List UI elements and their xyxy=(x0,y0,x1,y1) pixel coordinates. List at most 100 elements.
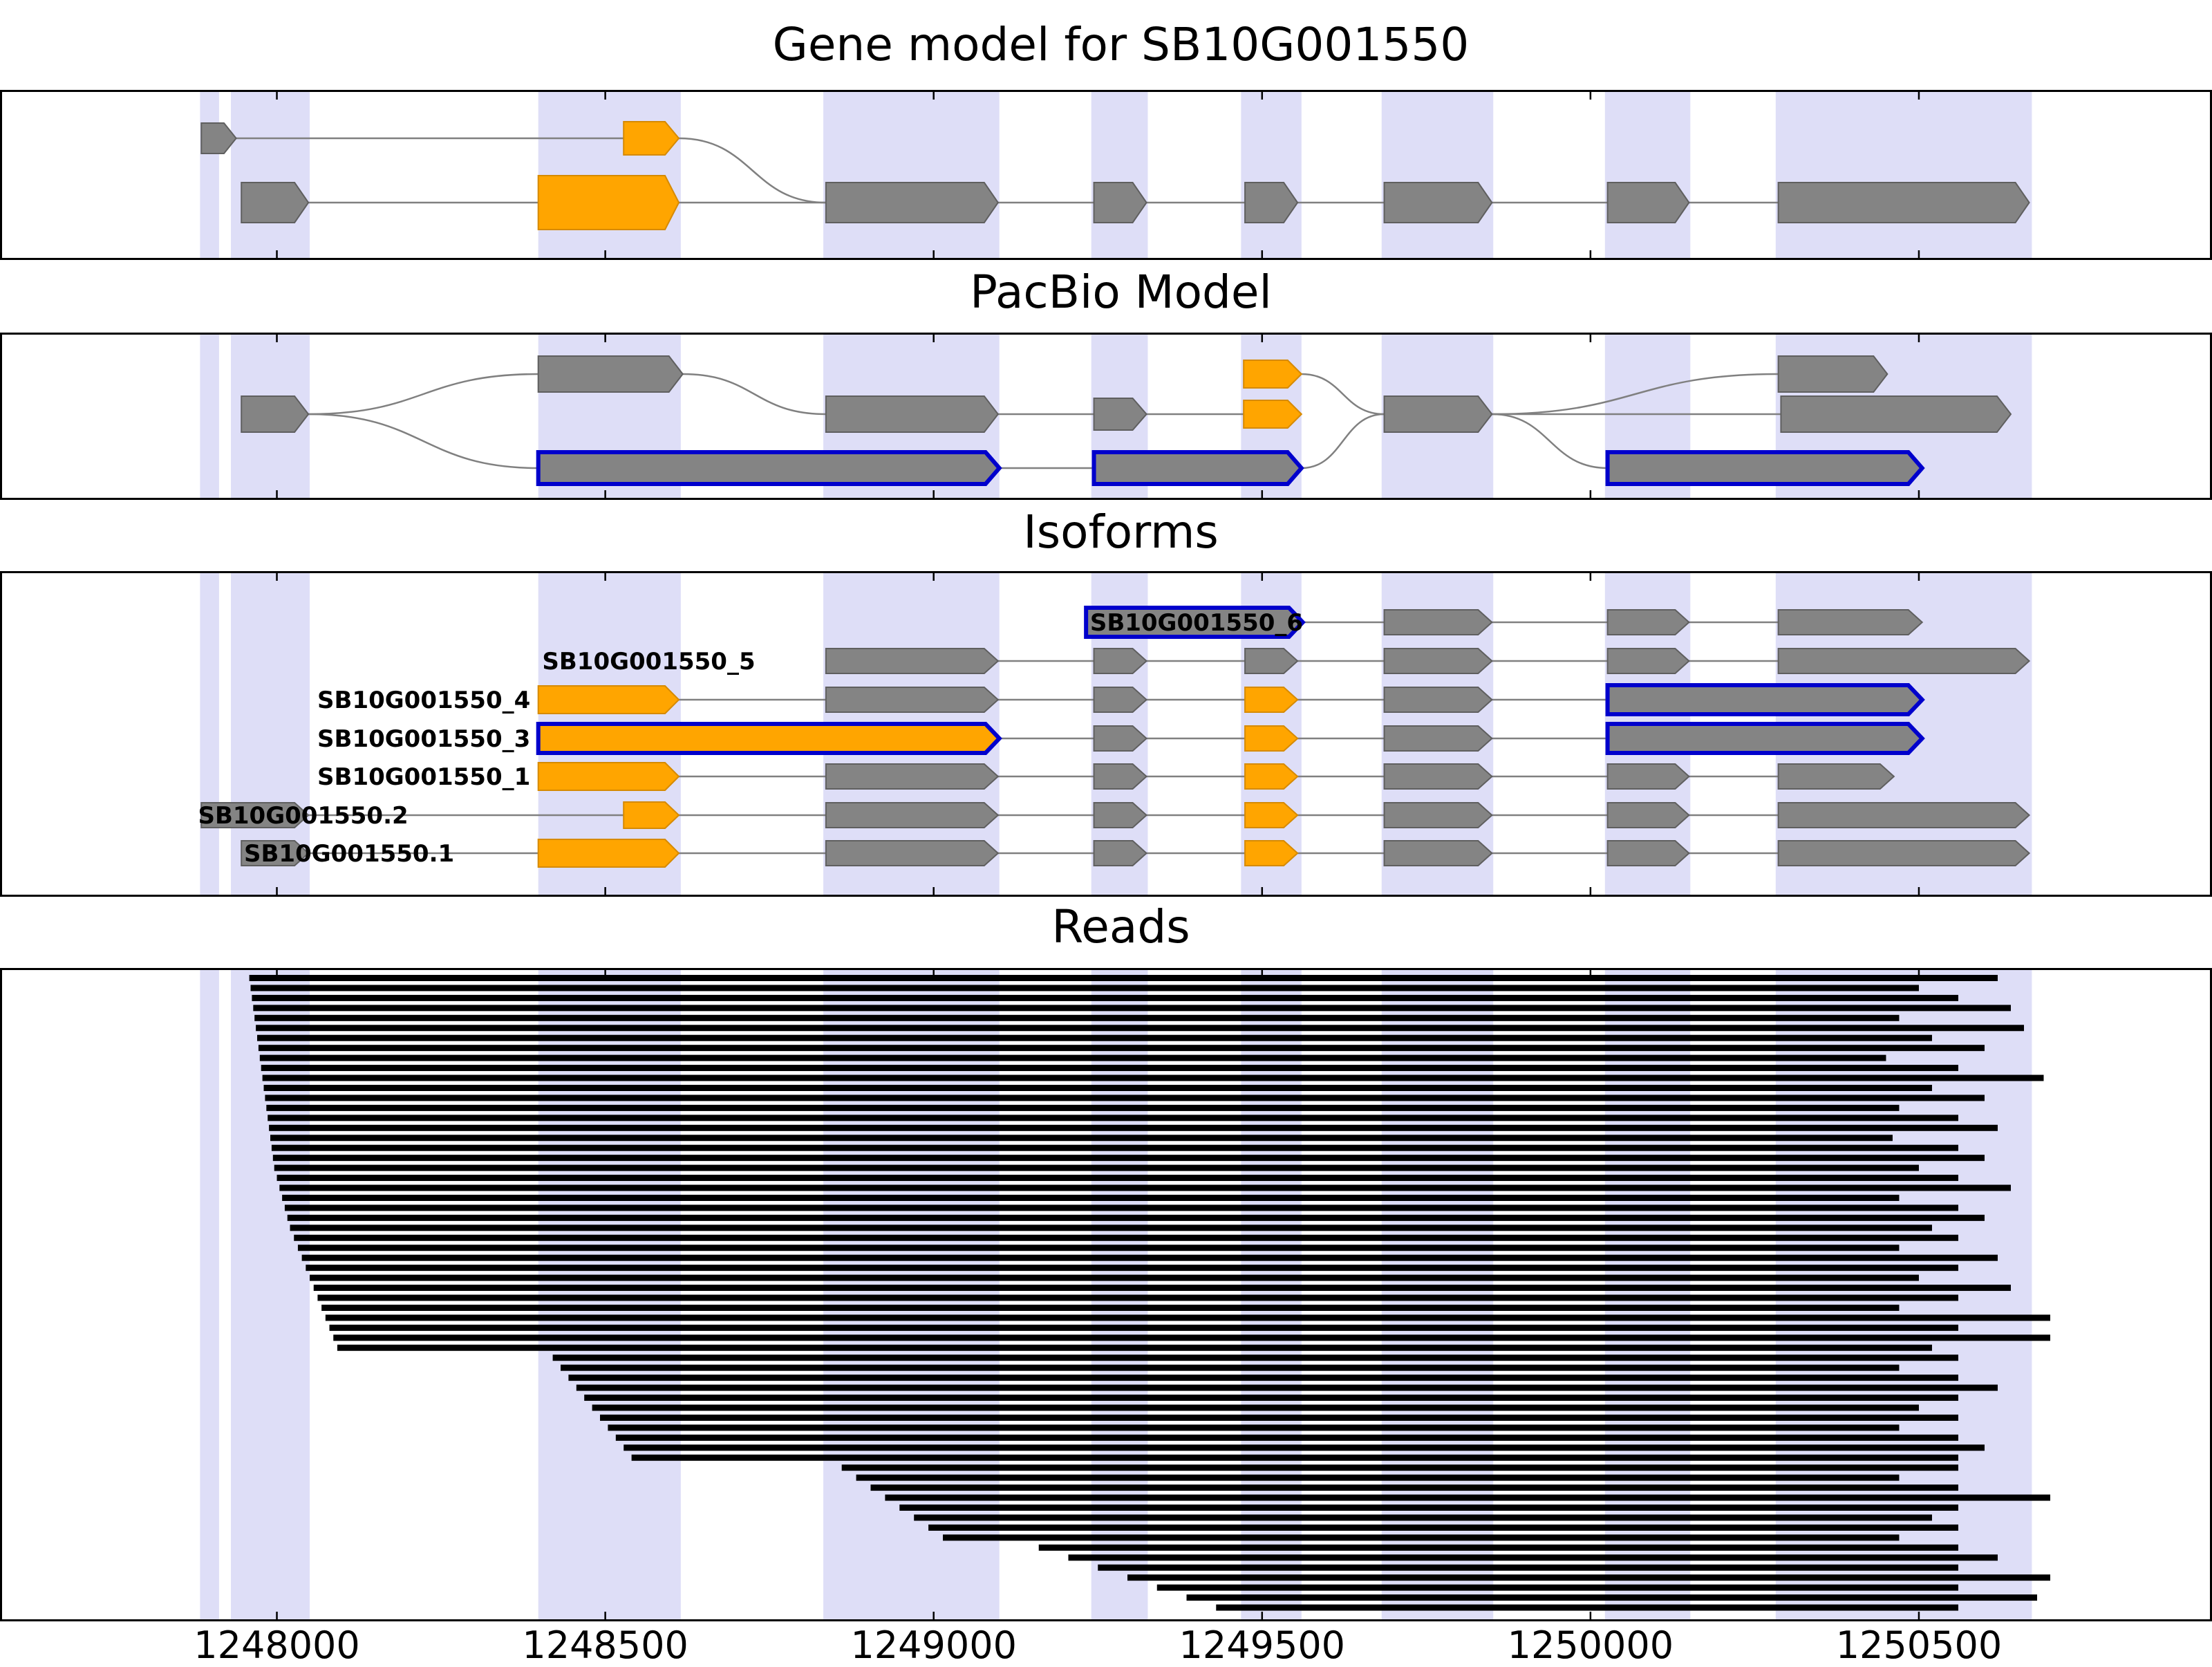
splice-curve xyxy=(1301,373,1385,416)
read xyxy=(325,1314,2050,1321)
exon xyxy=(1243,400,1303,429)
exon-highlight-band xyxy=(1241,90,1302,260)
read xyxy=(262,1074,2044,1081)
x-tick-label: 1250500 xyxy=(1835,1623,2003,1667)
read xyxy=(552,1354,1958,1361)
exon-highlight-band xyxy=(200,571,219,897)
exon-highlight-band xyxy=(1604,90,1691,260)
exon-highlight-band xyxy=(200,968,219,1621)
exon xyxy=(825,182,1000,223)
exon xyxy=(1777,648,2031,674)
exon xyxy=(1093,398,1147,431)
exon xyxy=(1091,450,1304,486)
isoforms-panel: SB10G001550_6 SB10G001550_5 SB10G001550_4 S… xyxy=(0,571,2212,897)
read xyxy=(1098,1564,1958,1571)
x-axis: 1248000 1248500 1249000 1249500 1250000 12505… xyxy=(0,1623,2212,1667)
read xyxy=(258,1045,1985,1052)
exon xyxy=(1093,182,1147,223)
read xyxy=(1216,1604,1958,1611)
read xyxy=(914,1514,1932,1521)
panel-title-pacbio: PacBio Model xyxy=(970,266,1272,319)
read xyxy=(257,1034,1932,1041)
read xyxy=(317,1294,1958,1301)
exon xyxy=(537,685,680,714)
panel-title-gene-model: Gene model for SB10G001550 xyxy=(772,18,1470,71)
x-tick-label: 1250000 xyxy=(1507,1623,1674,1667)
exon xyxy=(200,802,310,828)
exon xyxy=(1244,648,1299,674)
exon xyxy=(1244,840,1299,866)
x-tick-label: 1248000 xyxy=(194,1623,360,1667)
read xyxy=(253,1005,2011,1012)
exon xyxy=(825,395,1000,433)
read xyxy=(561,1364,1900,1371)
splice-curve xyxy=(679,137,826,204)
x-tick-label: 1249500 xyxy=(1179,1623,1346,1667)
gene-model-panel xyxy=(0,90,2212,260)
splice-curve xyxy=(1301,413,1385,469)
isoform-label: SB10G001550_6 xyxy=(1090,609,1303,637)
read xyxy=(313,1285,2011,1292)
read xyxy=(271,1144,1958,1151)
read xyxy=(269,1124,1998,1131)
exon xyxy=(536,450,1002,486)
exon xyxy=(1606,802,1690,828)
exon xyxy=(537,762,680,791)
panel-title-isoforms: Isoforms xyxy=(1023,505,1219,559)
splice-curve xyxy=(308,373,538,416)
exon xyxy=(1777,802,2031,828)
exon-highlight-band xyxy=(823,90,1000,260)
read xyxy=(928,1524,1958,1531)
exon xyxy=(1243,360,1303,389)
exon xyxy=(1605,450,1925,486)
exon xyxy=(1777,763,1895,790)
exon xyxy=(825,802,1000,828)
read xyxy=(333,1334,2050,1341)
read xyxy=(608,1424,1900,1431)
exon xyxy=(537,839,680,868)
read xyxy=(600,1414,1958,1421)
read xyxy=(568,1375,1958,1381)
exon xyxy=(1093,648,1148,674)
read xyxy=(270,1135,1893,1142)
exon-highlight-band xyxy=(1775,90,2032,260)
splice-curve xyxy=(682,373,826,416)
exon xyxy=(1605,722,1925,755)
exon xyxy=(1383,802,1493,828)
exon xyxy=(1244,802,1299,828)
read xyxy=(1038,1544,1958,1551)
exon xyxy=(1777,355,1888,393)
read xyxy=(259,1054,1886,1061)
read xyxy=(329,1324,1958,1331)
splice-curve xyxy=(1492,373,1779,416)
exon xyxy=(537,355,684,393)
exon xyxy=(1780,395,2012,433)
exon xyxy=(1093,840,1148,866)
read xyxy=(261,1065,1958,1072)
exon xyxy=(1244,725,1299,752)
x-tick-label: 1249000 xyxy=(850,1623,1017,1667)
exon xyxy=(1244,182,1299,223)
exon xyxy=(1605,683,1925,716)
exon-highlight-band xyxy=(1091,90,1148,260)
exon xyxy=(1777,182,2030,223)
panel-title-reads: Reads xyxy=(1051,900,1190,953)
read xyxy=(301,1254,1998,1261)
exon xyxy=(1606,840,1690,866)
exon xyxy=(825,763,1000,790)
read xyxy=(265,1095,1985,1101)
read xyxy=(576,1384,1998,1391)
read xyxy=(266,1104,1900,1111)
exon xyxy=(1777,609,1924,635)
exon-highlight-band xyxy=(231,90,310,260)
isoform-label: SB10G001550_4 xyxy=(317,687,530,714)
exon xyxy=(1084,606,1306,639)
reads-panel xyxy=(0,968,2212,1621)
exon-highlight-band xyxy=(200,333,219,500)
read xyxy=(310,1274,1919,1281)
exon xyxy=(1383,395,1493,433)
read xyxy=(294,1234,1958,1241)
exon xyxy=(1383,687,1493,713)
exon xyxy=(623,801,680,829)
read xyxy=(263,1084,1932,1091)
